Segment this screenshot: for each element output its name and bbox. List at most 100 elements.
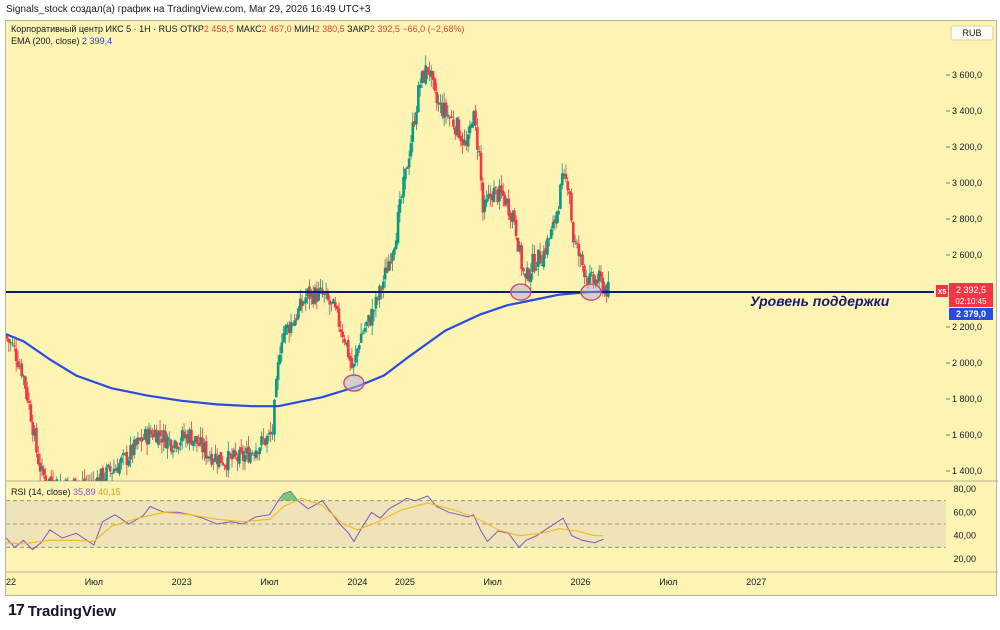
candle-body [428, 70, 431, 75]
candle-body [339, 329, 343, 332]
candle-body [315, 288, 319, 302]
candle-body [334, 301, 337, 308]
candle-body [70, 484, 73, 486]
rsi-ma-line [6, 497, 604, 545]
candle-body [287, 325, 291, 333]
ticker-badge-box [936, 285, 948, 297]
candle-body [215, 456, 219, 465]
tradingview-wordmark: TradingView [27, 602, 116, 620]
candle-body [241, 450, 245, 461]
candle-body [529, 273, 533, 283]
attribution-bar: Signals_stock создал(а) график на Tradin… [0, 0, 1000, 20]
candle-body [214, 453, 217, 462]
candle-body [147, 428, 151, 444]
candle-body [522, 268, 525, 272]
candle-body [559, 184, 562, 209]
candle-body [361, 332, 365, 334]
candle-body [173, 440, 177, 449]
candle-body [540, 264, 544, 266]
candle-body [89, 485, 92, 486]
chart-canvas[interactable]: 1 400,01 600,01 800,02 000,02 200,02 400… [6, 21, 998, 597]
candle-body [221, 462, 225, 465]
candle-body [383, 267, 387, 280]
candle-body [560, 173, 564, 186]
candle-body [551, 222, 555, 229]
candle-body [107, 464, 110, 467]
candle-body [374, 296, 378, 309]
candle-body [243, 455, 247, 462]
candle-body [250, 452, 254, 454]
candle-body [273, 399, 276, 435]
tradingview-logo[interactable]: 17 TradingView [8, 601, 116, 621]
candle-body [494, 186, 498, 188]
candle-body [73, 478, 77, 481]
candle-body [461, 138, 464, 146]
candle-body [298, 298, 302, 311]
candle-body [123, 453, 127, 455]
candle-body [300, 300, 304, 307]
legend-rsi[interactable]: RSI (14, close) 35,89 40,15 [11, 487, 121, 497]
candle-body [238, 449, 241, 464]
currency-tag-box [950, 25, 994, 41]
legend-ema[interactable]: EMA (200, close) 2 399,4 [11, 36, 112, 46]
candle-body [262, 437, 265, 439]
change-value: −66,0 (−2,68%) [402, 24, 465, 34]
price-tick-label: 2 000,0 [952, 358, 982, 368]
candle-body [278, 354, 282, 364]
candle-body [586, 277, 590, 285]
price-tick-label: 1 600,0 [952, 430, 982, 440]
candle-body [127, 460, 130, 466]
candle-body [191, 440, 195, 446]
candle-body [441, 103, 444, 117]
candle-body [536, 249, 540, 267]
chart-panel[interactable]: 1 400,01 600,01 800,02 000,02 200,02 400… [5, 20, 998, 597]
candle-body [581, 254, 584, 265]
candle-body [501, 190, 505, 196]
candle-body [577, 244, 581, 256]
circled-low-marker [510, 283, 532, 301]
candle-body [367, 314, 370, 322]
candle-body [134, 439, 138, 446]
candle-body [219, 452, 223, 463]
candle-body [332, 299, 335, 304]
candle-body [101, 467, 105, 481]
candle-body [477, 151, 481, 153]
candle-body [177, 447, 180, 450]
candle-body [97, 477, 101, 481]
candle-body [446, 114, 450, 117]
candle-body [326, 293, 330, 300]
candle-body [474, 110, 477, 126]
candle-body [51, 479, 55, 481]
candle-body [372, 310, 376, 312]
candle-body [143, 429, 147, 440]
candle-body [83, 478, 86, 481]
candle-body [182, 431, 186, 438]
candle-body [197, 442, 201, 446]
candle-body [169, 440, 173, 452]
candle-body [431, 70, 435, 80]
candle-body [594, 279, 597, 285]
rsi-line [6, 490, 604, 551]
candle-body [376, 298, 380, 301]
support-annotation: Уровень поддержки [750, 293, 890, 309]
candle-body [269, 431, 273, 435]
candle-body [592, 274, 595, 283]
candle-body [271, 432, 274, 434]
rsi-value: 35,89 [73, 487, 96, 497]
candle-body [291, 324, 295, 326]
candle-body [459, 135, 463, 142]
candle-body [68, 483, 71, 485]
candle-body [167, 438, 171, 440]
candle-body [363, 328, 367, 332]
candle-body [260, 436, 263, 446]
candle-body [319, 287, 322, 290]
candle-body [511, 212, 514, 223]
candle-body [263, 438, 267, 446]
symbol-title[interactable]: Корпоративный центр ИКС 5 · 1H · RUS [11, 24, 178, 34]
candle-body [284, 325, 287, 335]
candle-body [140, 437, 143, 442]
candle-body [503, 195, 507, 206]
candle-body [280, 342, 284, 354]
candle-body [38, 462, 42, 472]
candle-body [162, 430, 166, 442]
